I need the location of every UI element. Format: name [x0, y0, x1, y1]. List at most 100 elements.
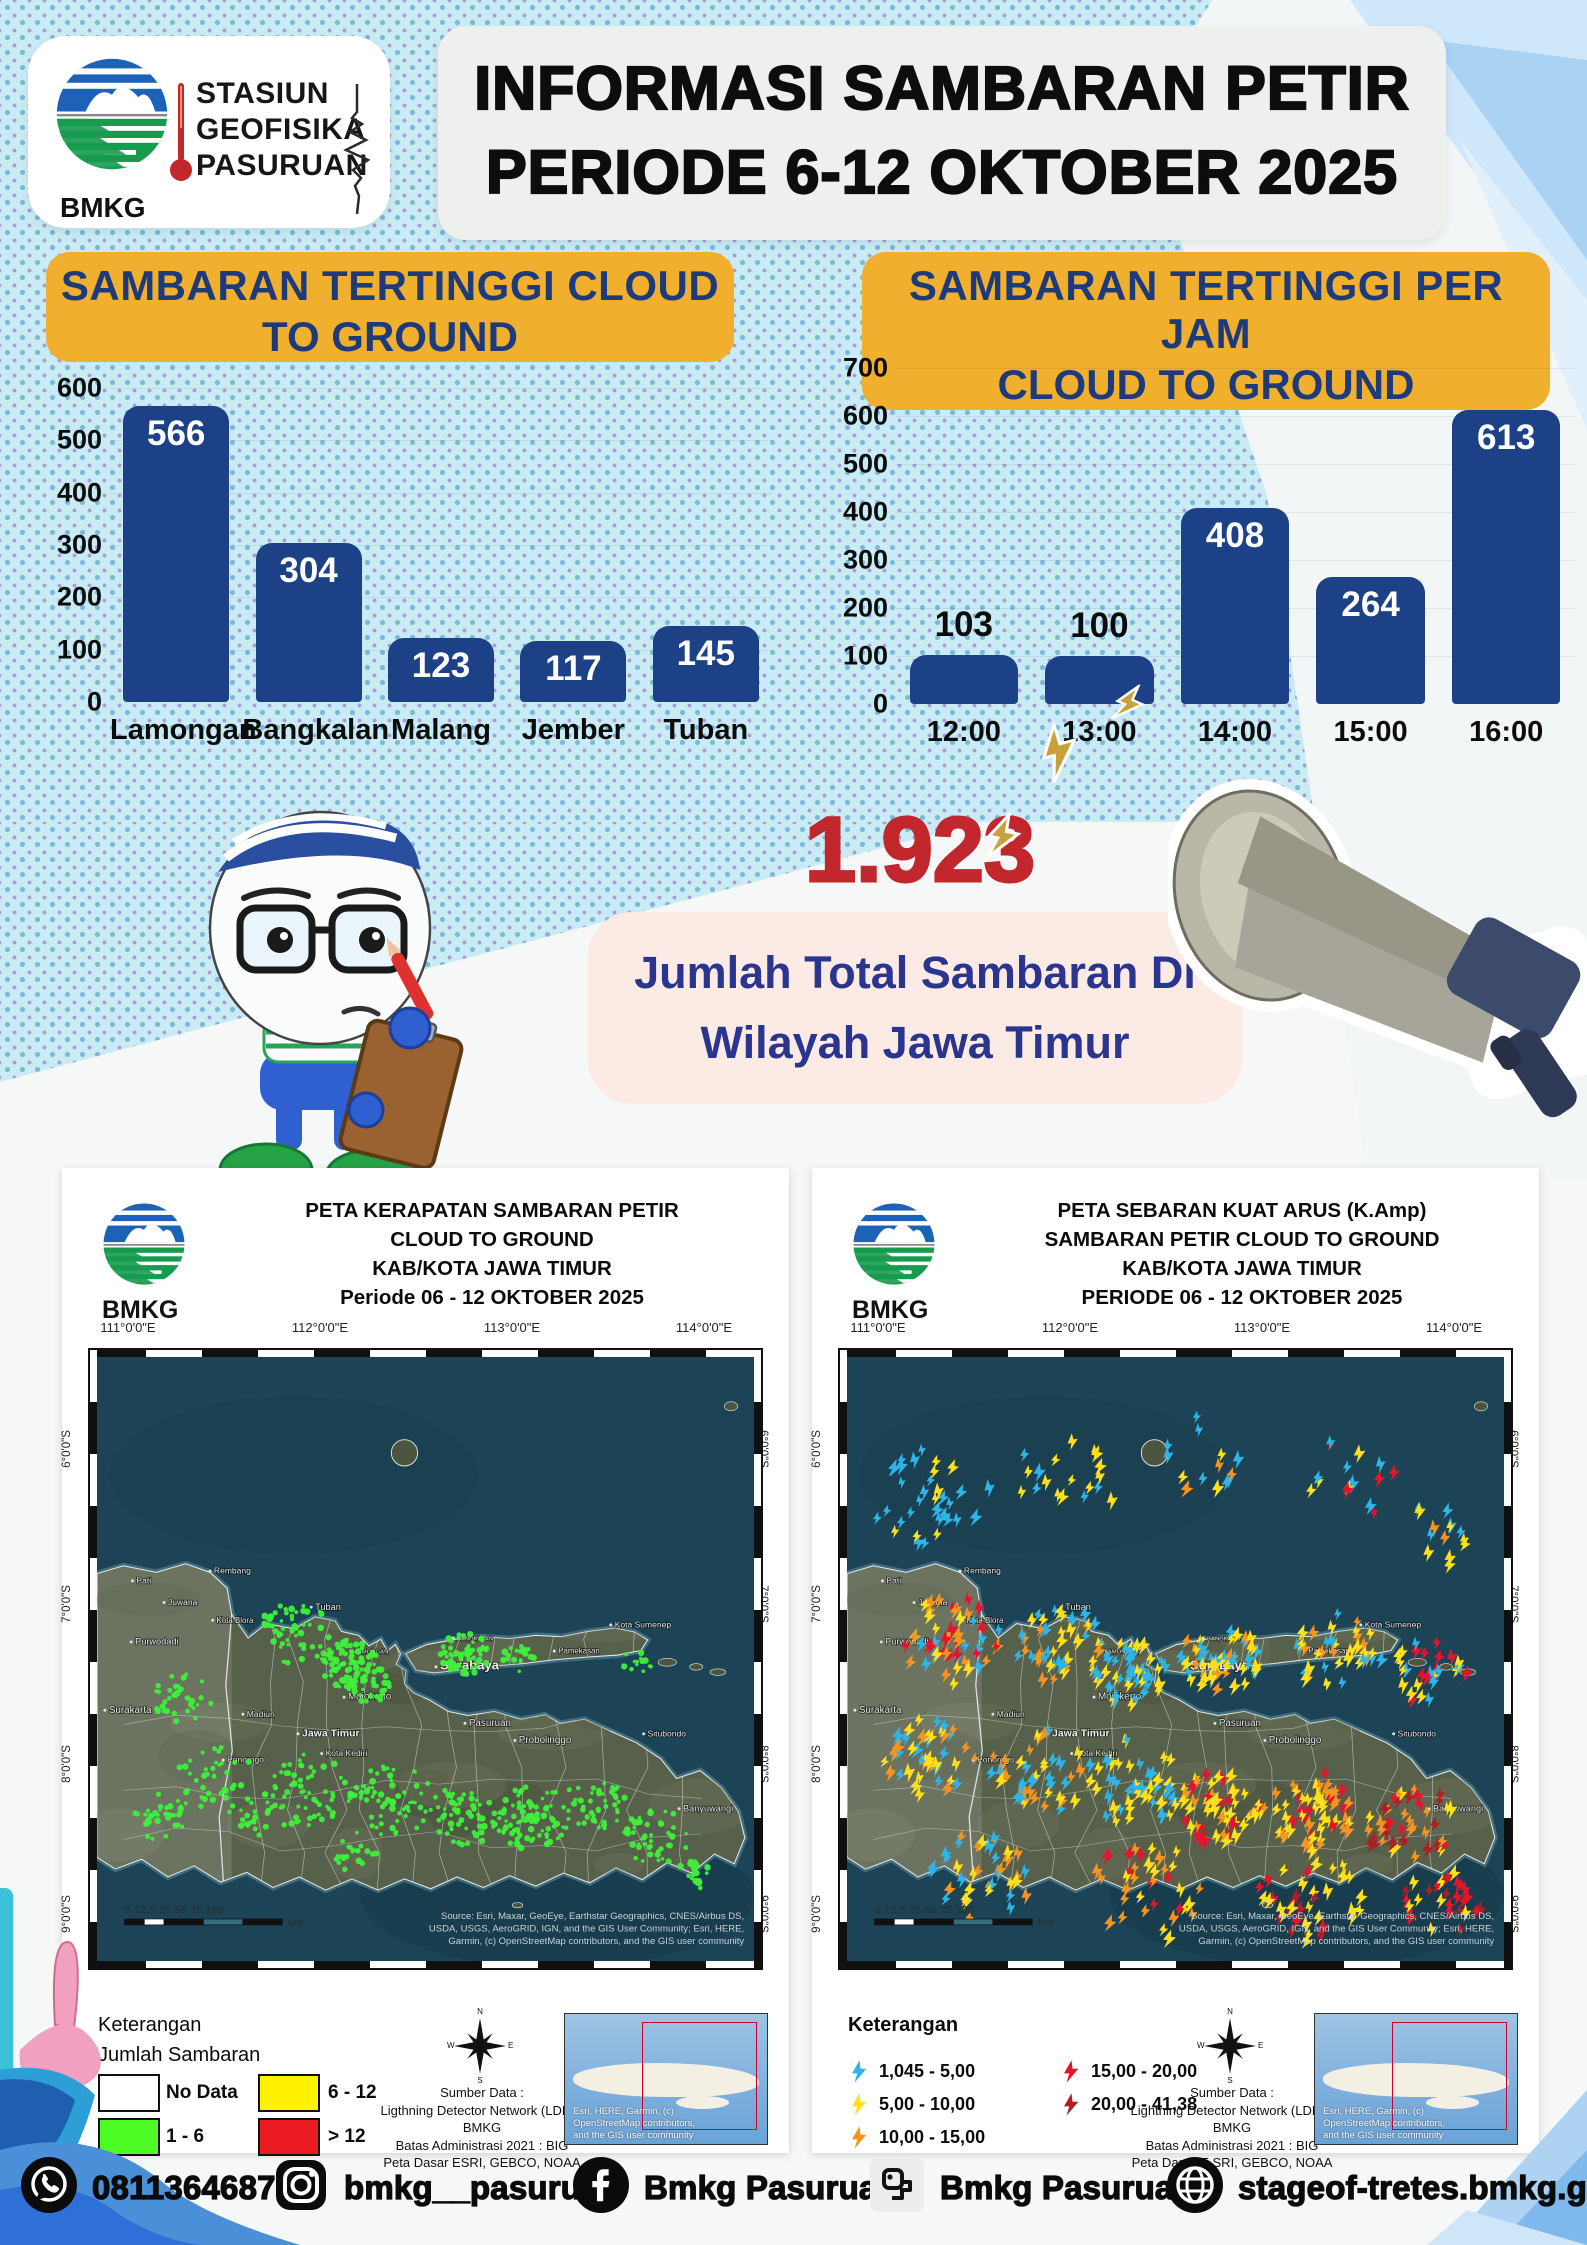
map-bmkg-text: BMKG	[852, 1296, 929, 1324]
map-city-label: Madiun	[997, 1709, 1025, 1719]
graticule-tickbar	[840, 1350, 1511, 1357]
map-city-label: Kota Blora	[217, 1616, 254, 1625]
map-city-label: Tuban	[315, 1602, 341, 1612]
map-scale-bar: 0 12,5 25 50 75 100 km	[124, 1905, 303, 1929]
legend-swatch	[258, 2074, 320, 2112]
longitude-label: 114°0'0"E	[1425, 1320, 1483, 1335]
map-title-line: CLOUD TO GROUND	[390, 1228, 594, 1252]
y-axis-tick: 400	[842, 496, 888, 527]
map-city-label: Purwodadi	[885, 1637, 928, 1647]
graticule-tickbar	[90, 1350, 97, 1968]
bmkg-logo	[850, 1200, 938, 1293]
map-city-label: Juwana	[168, 1597, 198, 1607]
bar-value-label: 100	[1070, 606, 1129, 645]
x-axis-category-label: Tuban	[663, 714, 749, 746]
legend-label: 6 - 12	[328, 2082, 377, 2103]
footer-contact-facebook[interactable]: Bmkg Pasuruan	[572, 2156, 898, 2219]
graticule-tickbar	[840, 1350, 847, 1968]
footer-contact-globe[interactable]: stageof-tretes.bmkg.go	[1166, 2156, 1587, 2219]
y-axis-tick: 200	[56, 581, 102, 612]
latitude-label: 9°0'0"S	[810, 1895, 823, 1933]
instagram-icon[interactable]	[272, 2156, 330, 2219]
legend-label: 15,00 - 20,00	[1091, 2061, 1198, 2081]
latitude-label: 8°0'0"S	[810, 1745, 823, 1783]
map-city-label: Ponorogo	[977, 1755, 1014, 1765]
map-city-label: LAMONGAN	[1105, 1650, 1139, 1656]
strike-density-dots	[132, 1603, 711, 1891]
map-frame: Pati Juwana Rembang Kota Blora Purwodadi Tuba…	[88, 1348, 763, 1970]
svg-text:km: km	[1038, 1917, 1053, 1929]
footer-contact-pages[interactable]: Bmkg Pasuruan	[868, 2156, 1194, 2219]
inset-island	[676, 2095, 729, 2109]
map-city-label: Rembang	[214, 1566, 251, 1576]
globe-icon[interactable]	[1166, 2156, 1224, 2219]
x-axis-category-label: 16:00	[1469, 716, 1544, 748]
map-city-label: Situbondo	[648, 1728, 687, 1738]
inset-extent-rectangle	[1391, 2021, 1507, 2131]
graticule-tickbar	[90, 1961, 761, 1968]
footer-contact-instagram[interactable]: bmkg__pasuruan	[272, 2156, 621, 2219]
svg-text:W: W	[1197, 2041, 1205, 2050]
map-city-label: Pati	[886, 1576, 901, 1586]
x-axis-category-label: 14:00	[1197, 716, 1273, 748]
map-panel-density: BMKG PETA KERAPATAN SAMBARAN PETIR CLOUD T…	[60, 1168, 789, 2170]
lightblue-corner-decoration	[1427, 2090, 1587, 2245]
map-city-label: Purwodadi	[135, 1637, 178, 1647]
chart1-title-line1: SAMBARAN TERTINGGI CLOUD	[60, 262, 720, 309]
inset-island	[1426, 2095, 1479, 2109]
inset-extent-rectangle	[641, 2021, 757, 2131]
y-axis-tick: 600	[56, 372, 102, 403]
map-title-line: KAB/KOTA JAWA TIMUR	[372, 1257, 612, 1281]
source-line: Ligthning Detector Network (LDN) - BMKG	[380, 2102, 584, 2136]
bar-Malang: 123	[388, 637, 494, 702]
longitude-label: 111°0'0"E	[850, 1320, 906, 1335]
megaphone-illustration	[1162, 738, 1587, 1213]
whatsapp-icon[interactable]	[20, 2156, 78, 2219]
bmkg-logo-text: BMKG	[60, 192, 146, 223]
gold-lightning-icon	[986, 810, 1022, 859]
bar-value-label: 103	[934, 604, 993, 644]
y-axis-tick: 100	[842, 640, 888, 671]
y-axis-tick: 300	[56, 529, 102, 560]
inset-java-island	[573, 2063, 759, 2098]
total-strikes-caption: Jumlah Total Sambaran Di Wilayah Jawa Ti…	[588, 912, 1242, 1104]
map-city-label: Probolinggo	[1269, 1735, 1322, 1746]
inset-overview-map: Esri, HERE, Garmin, (c) OpenStreetMap con…	[1314, 2013, 1518, 2145]
x-axis-category-label: 12:00	[926, 716, 1001, 748]
footer-contact-whatsapp[interactable]: 08113646879	[20, 2156, 295, 2219]
station-line-1: STASIUN	[196, 77, 329, 110]
source-line: Lightning Detector Network (LDN) - BMKG	[1130, 2102, 1334, 2136]
map-city-label: Madiun	[247, 1709, 275, 1719]
pages-icon[interactable]	[868, 2156, 926, 2219]
map-city-label: Jawa Timur	[302, 1727, 360, 1739]
longitude-label: 112°0'0"E	[1041, 1320, 1099, 1335]
megaphone-drawing	[1162, 779, 1587, 1118]
main-title-line1: INFORMASI SAMBARAN PETIR	[473, 53, 1410, 123]
bar-chart-hourly-strikes: 700 600 500 400 300 200 100 0 103 100 408 264 613 12:…	[826, 353, 1574, 760]
graticule-tickbar	[1504, 1350, 1511, 1968]
legend-item: 15,00 - 20,00	[1064, 2060, 1197, 2083]
map-city-label: Pasuruan	[469, 1718, 511, 1729]
legend-item: 5,00 - 10,00	[852, 2093, 975, 2116]
gold-lightning-icon	[1041, 719, 1078, 783]
map-source-text: Garmin, (c) OpenStreetMap contributors, …	[448, 1936, 744, 1947]
bar-value-label: 264	[1341, 585, 1400, 625]
station-line-3: PASURUAN	[196, 149, 368, 182]
facebook-icon[interactable]	[572, 2156, 630, 2219]
legend-label: 1,045 - 5,00	[879, 2061, 976, 2081]
source-line: Peta Dasar ESRI, GEBCO, NOAA	[383, 2155, 581, 2171]
inset-caption: Esri, HERE, Garmin, (c) OpenStreetMap con…	[1323, 2105, 1446, 2141]
bar-Bangkalan: 304	[255, 542, 362, 702]
legend-item: 10,00 - 15,00	[852, 2126, 985, 2149]
map-city-label: Kota Sumenep	[615, 1619, 672, 1629]
map-city-label: Banyuwangi	[1433, 1803, 1483, 1813]
lightning-bolt-icon	[852, 2060, 867, 2083]
latitude-label: 9°0'0"S	[60, 1895, 73, 1933]
map-title: PETA SEBARAN KUAT ARUS (K.Amp) SAMBARAN P…	[957, 1196, 1527, 1312]
map-panel-current: BMKG PETA SEBARAN KUAT ARUS (K.Amp) SAMBAR…	[810, 1168, 1539, 2170]
y-axis-tick: 100	[56, 634, 102, 665]
longitude-label: 111°0'0"E	[100, 1320, 156, 1335]
map-city-label: Kota Kediri	[1076, 1748, 1118, 1758]
